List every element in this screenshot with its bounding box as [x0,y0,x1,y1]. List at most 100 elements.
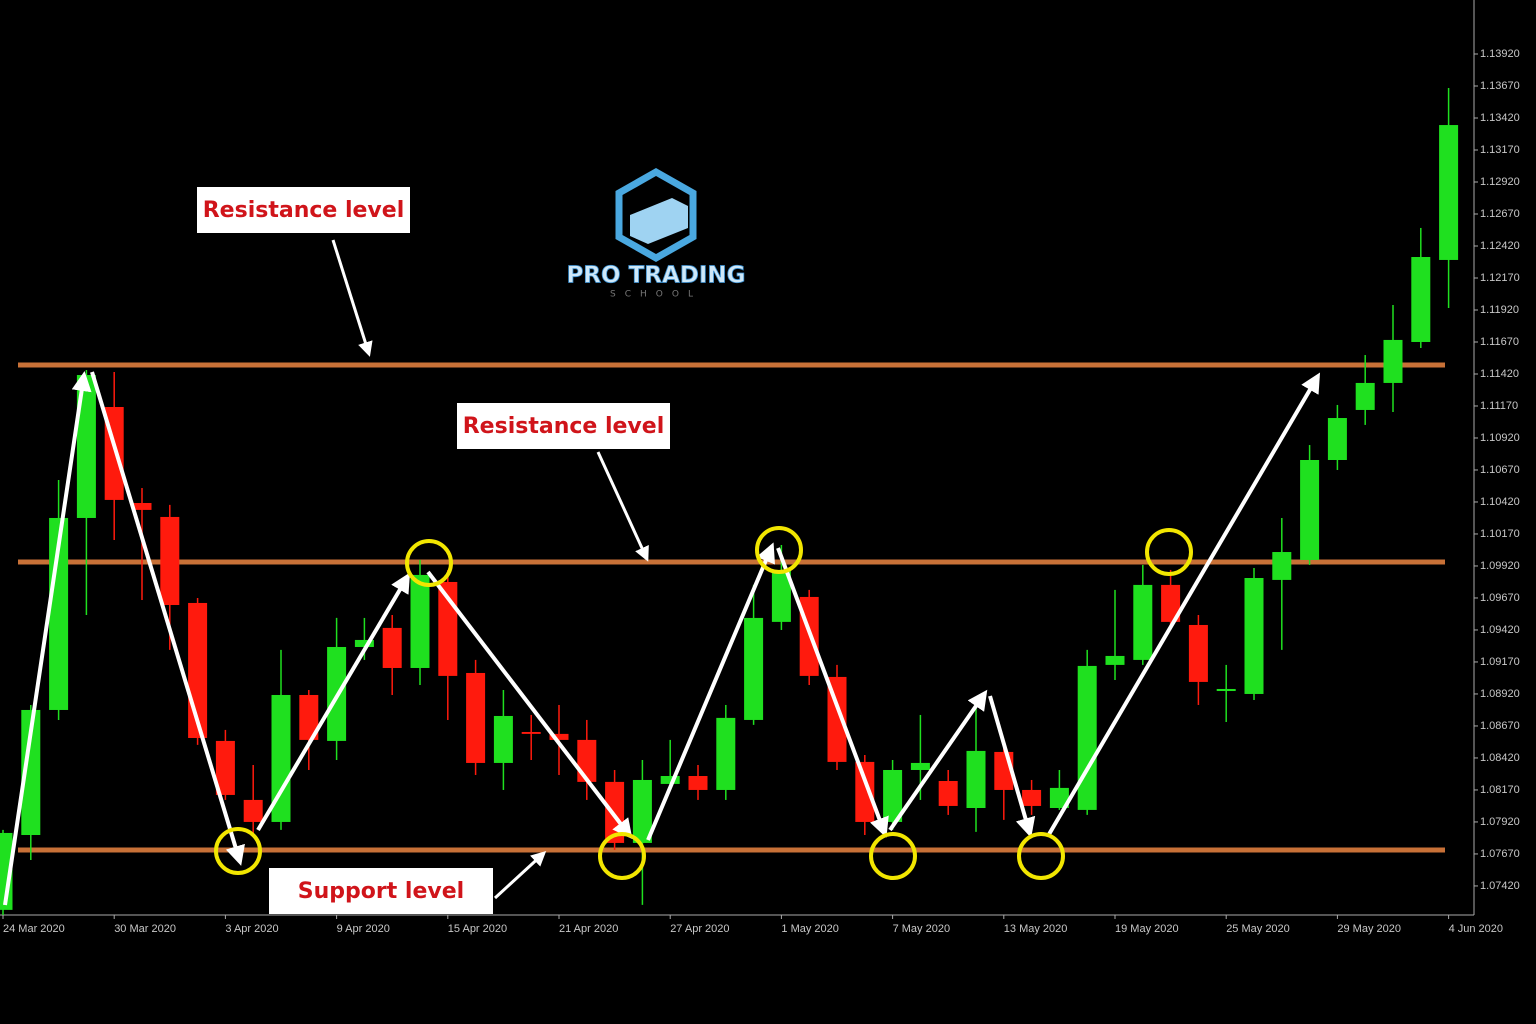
candle-body [466,672,486,763]
y-tick-label: 1.11170 [1480,400,1518,412]
touch-circles [214,526,1193,880]
candle-body [549,733,569,740]
candle-body [354,639,374,647]
callout-arrows [331,239,649,900]
logo-hexagon [615,167,697,263]
candle-body [744,617,764,720]
candle-body [521,731,541,734]
y-tick-label: 1.10170 [1480,528,1520,540]
x-tick-label: 27 Apr 2020 [670,923,729,935]
zigzag [3,371,1321,906]
candle-body [0,832,13,910]
candle-body [160,516,180,606]
y-tick-label: 1.07420 [1480,880,1520,892]
x-tick-label: 21 Apr 2020 [559,923,618,935]
callout-box [457,403,670,449]
candle-body [299,694,319,740]
y-tick-label: 1.13420 [1480,112,1520,124]
swing-arrow [90,371,245,866]
callout-arrow [596,451,649,562]
callout-box [269,868,493,914]
logo: PRO TRADING SCHOOL [566,167,746,300]
swing-arrow [3,371,92,906]
x-tick-label: 13 May 2020 [1004,923,1068,935]
candle-body [771,569,791,622]
y-tick-label: 1.13170 [1480,144,1520,156]
touch-circle [598,832,646,880]
candle-body [243,799,263,822]
candle-body [1355,382,1375,410]
candle-body [1133,584,1153,660]
candle-body [1049,787,1069,809]
x-tick-label: 4 Jun 2020 [1449,923,1503,935]
logo-icon [630,198,688,244]
candle-body [660,776,680,784]
candle-body [1105,655,1125,665]
y-tick-label: 1.08670 [1480,720,1520,732]
candle-body [716,717,736,790]
y-tick-label: 1.10420 [1480,496,1520,508]
candle-body [1327,418,1347,460]
candle-body [966,750,986,809]
touch-circle [405,539,453,587]
candle-body [76,375,96,518]
x-tick-label: 19 May 2020 [1115,923,1179,935]
x-tick-label: 9 Apr 2020 [337,923,390,935]
x-tick-label: 15 Apr 2020 [448,923,507,935]
callouts: Resistance level Resistance level Support … [197,187,670,914]
touch-circle [869,832,917,880]
y-tick-label: 1.13920 [1480,48,1520,60]
candle-body [21,709,41,836]
y-tick-label: 1.09170 [1480,656,1520,668]
swing-arrow [426,570,633,840]
candle-body [382,627,402,668]
candle-body [1300,459,1320,560]
y-tick-label: 1.07670 [1480,848,1520,860]
candle-body [855,761,875,822]
swing-arrow [256,572,411,832]
x-tick-label: 7 May 2020 [893,923,950,935]
y-tick-label: 1.12920 [1480,176,1520,188]
candle-body [1216,688,1236,692]
callout-label: Resistance level [203,198,405,223]
candle-body [577,739,597,782]
x-tick-label: 3 Apr 2020 [225,923,278,935]
callout-arrow [493,850,547,900]
candle-body [271,694,291,822]
logo-title: PRO TRADING [566,263,745,289]
candle-body [1244,578,1264,694]
swing-arrow [1046,372,1321,838]
y-tick-label: 1.07920 [1480,816,1520,828]
touch-circle [214,827,262,875]
candle-body [1161,584,1181,622]
candle-body [1188,624,1208,682]
candle-body [1411,257,1431,342]
y-tick-label: 1.11920 [1480,304,1519,316]
candle-body [632,779,652,843]
touch-circle [1017,832,1065,880]
y-tick-label: 1.09670 [1480,592,1520,604]
y-tick-label: 1.09420 [1480,624,1520,636]
y-tick-label: 1.08420 [1480,752,1520,764]
x-tick-label: 30 Mar 2020 [114,923,176,935]
candle-body [910,762,930,770]
y-tick-label: 1.13670 [1480,80,1520,92]
y-tick-label: 1.09920 [1480,560,1520,572]
touch-circle [755,526,803,574]
candle-body [132,503,152,510]
y-tick-label: 1.08920 [1480,688,1520,700]
candle-body [1383,339,1403,383]
y-tick-label: 1.12170 [1480,272,1520,284]
candle-body [688,776,708,790]
y-tick-label: 1.08170 [1480,784,1520,796]
candle-body [410,574,430,668]
candle-body [215,740,235,795]
swing-arrow [646,542,775,841]
swing-arrow [988,695,1036,838]
y-tick-label: 1.10920 [1480,432,1520,444]
candle-body [938,780,958,806]
candle-body [1439,125,1459,260]
logo-subtitle: SCHOOL [610,290,702,300]
